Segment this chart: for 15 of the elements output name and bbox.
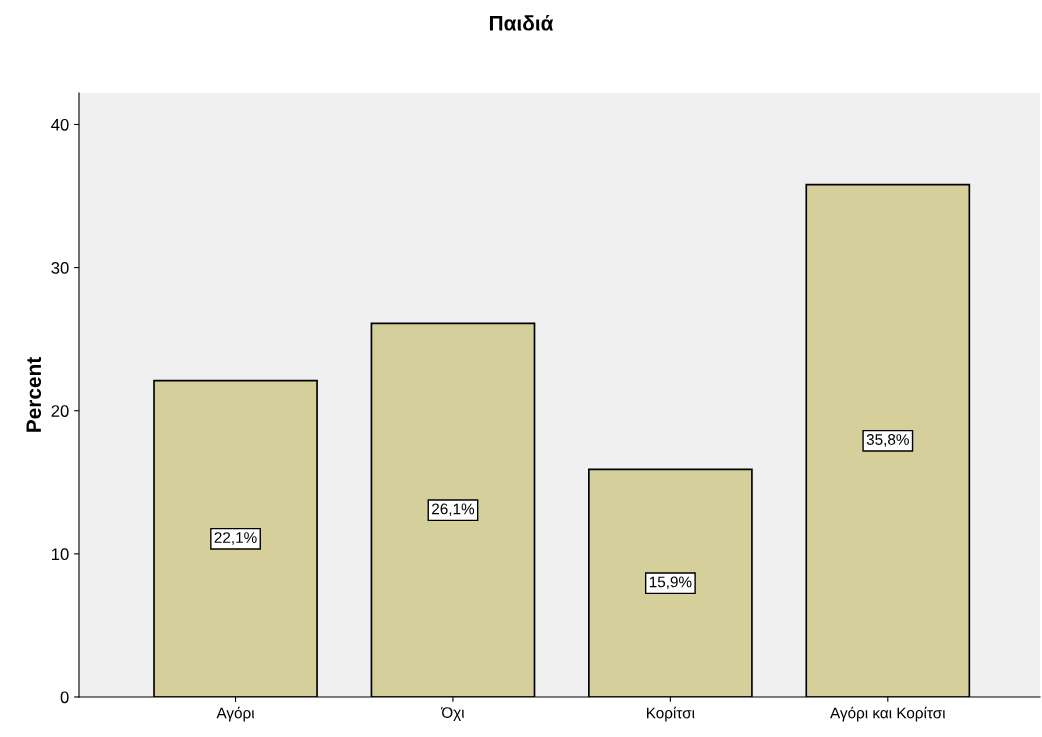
y-axis-title: Percent: [26, 357, 42, 432]
x-tick-label: Αγόρι: [216, 706, 255, 722]
x-tick-label: Αγόρι και Κορίτσι: [830, 706, 946, 722]
data-label: 35,8%: [866, 434, 909, 447]
data-label: 15,9%: [649, 576, 692, 590]
data-label: 26,1%: [432, 503, 475, 517]
x-tick-label: Κορίτσι: [647, 706, 695, 722]
data-label: 22,1%: [214, 532, 257, 545]
y-tick-label: 30: [51, 262, 69, 274]
x-tick-label: Όχι: [440, 707, 465, 721]
y-tick-label: 0: [60, 691, 69, 704]
y-tick-label: 20: [51, 405, 69, 417]
y-tick-label: 10: [52, 548, 69, 561]
y-tick-label: 40: [51, 118, 69, 131]
chart-title: Παιδιά: [489, 15, 554, 31]
